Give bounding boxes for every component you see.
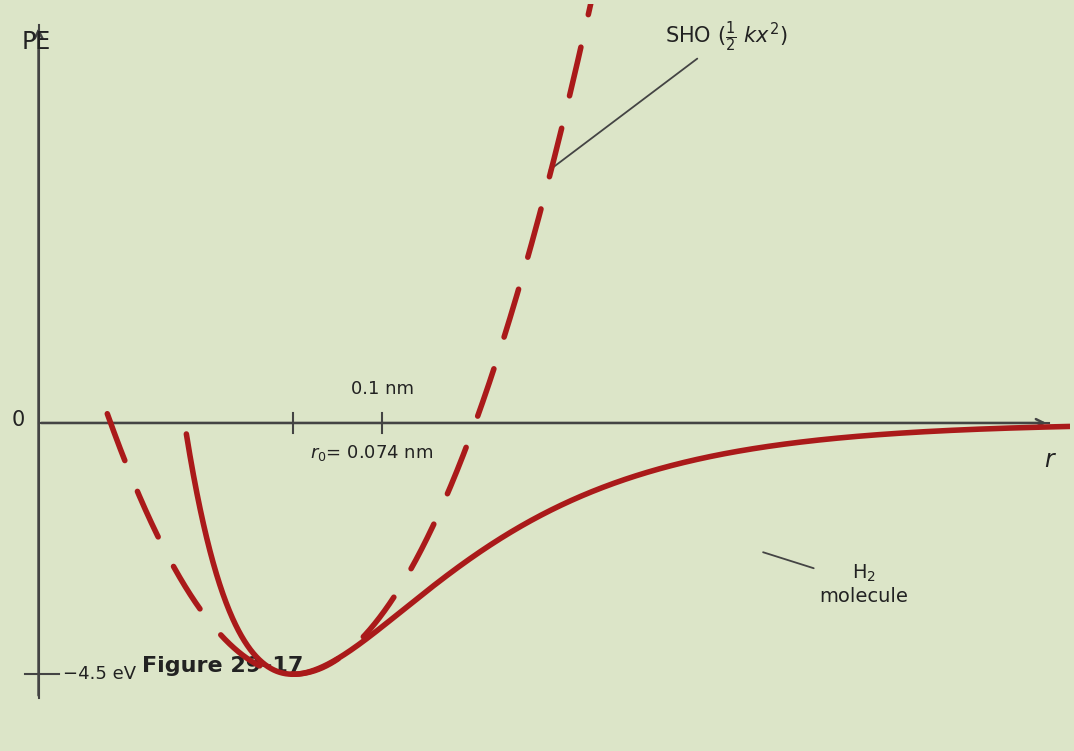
Text: H$_2$
molecule: H$_2$ molecule: [764, 552, 908, 605]
Text: Figure 29–17: Figure 29–17: [142, 656, 303, 676]
Text: SHO ($\frac{1}{2}$ $kx^2$): SHO ($\frac{1}{2}$ $kx^2$): [550, 20, 787, 170]
Text: 0.1 nm: 0.1 nm: [351, 380, 413, 398]
Text: r: r: [1044, 448, 1054, 472]
Text: $r_0$= 0.074 nm: $r_0$= 0.074 nm: [310, 442, 434, 463]
Text: PE: PE: [21, 31, 50, 54]
Text: 0: 0: [12, 410, 25, 430]
Text: −4.5 eV: −4.5 eV: [62, 665, 135, 683]
